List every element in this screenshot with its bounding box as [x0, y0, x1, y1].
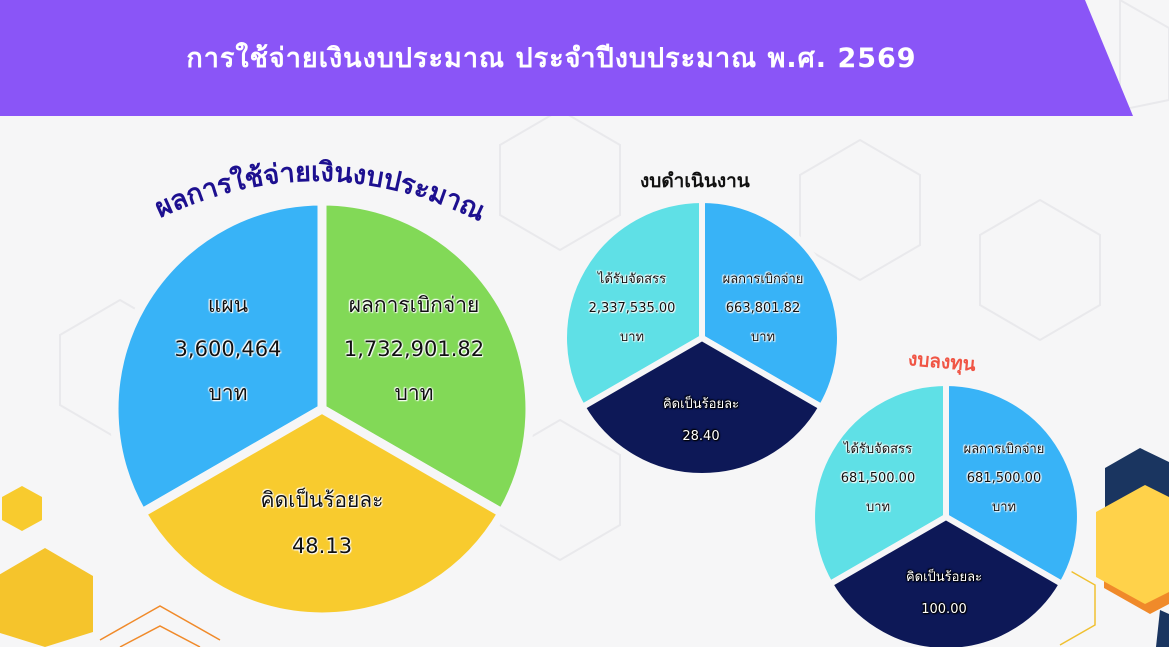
plan-label: แผน [207, 293, 249, 317]
cap-percent-label: คิดเป็นร้อยละ [905, 570, 983, 585]
cap-allocated-value: 681,500.00 [840, 471, 916, 486]
pie-slice-percent [579, 335, 825, 479]
operating-pie [561, 197, 843, 479]
cap-allocated-label-group: ได้รับจัดสรร 681,500.00 บาท [841, 435, 915, 522]
main-disbursed-label: ผลการเบิกจ่าย [348, 293, 480, 317]
cap-allocated-label: ได้รับจัดสรร [843, 442, 913, 457]
plan-label-group: แผน 3,600,464 บาท [175, 283, 282, 415]
pie-slice-percent [137, 404, 507, 622]
op-allocated-unit: บาท [619, 330, 645, 345]
cap-disbursed-label: ผลการเบิกจ่าย [963, 442, 1045, 457]
plan-value: 3,600,464 [174, 337, 282, 361]
cap-disbursed-label-group: ผลการเบิกจ่าย 681,500.00 บาท [964, 435, 1045, 522]
main-percent-label-group: คิดเป็นร้อยละ 48.13 [261, 477, 384, 569]
page-title: การใช้จ่ายเงินงบประมาณ ประจำปีงบประมาณ พ… [186, 43, 917, 74]
op-percent-value: 28.40 [682, 429, 720, 444]
capital-heading: งบลงทุน [907, 348, 977, 376]
op-percent-label-group: คิดเป็นร้อยละ 28.40 [663, 389, 739, 453]
op-disbursed-label-group: ผลการเบิกจ่าย 663,801.82 บาท [723, 265, 804, 352]
main-disbursed-unit: บาท [394, 381, 434, 405]
cap-allocated-unit: บาท [865, 500, 891, 515]
plan-unit: บาท [208, 381, 248, 405]
main-percent-value: 48.13 [291, 534, 353, 558]
cap-disbursed-value: 681,500.00 [966, 471, 1042, 486]
decor-hexagons-left [0, 486, 221, 647]
op-disbursed-label: ผลการเบิกจ่าย [722, 272, 804, 287]
main-disbursed-value: 1,732,901.82 [343, 337, 485, 361]
cap-percent-value: 100.00 [921, 602, 967, 617]
op-allocated-label-group: ได้รับจัดสรร 2,337,535.00 บาท [589, 265, 676, 352]
main-disbursed-label-group: ผลการเบิกจ่าย 1,732,901.82 บาท [344, 283, 484, 415]
op-allocated-value: 2,337,535.00 [588, 301, 676, 316]
main-percent-label: คิดเป็นร้อยละ [260, 488, 384, 512]
header-banner [0, 0, 1133, 116]
op-disbursed-value: 663,801.82 [725, 301, 801, 316]
main-pie [109, 196, 535, 622]
op-disbursed-unit: บาท [750, 330, 776, 345]
capital-pie [809, 380, 1083, 647]
decor-hexagons-right [1059, 448, 1169, 647]
cap-disbursed-unit: บาท [991, 500, 1017, 515]
cap-percent-label-group: คิดเป็นร้อยละ 100.00 [906, 562, 982, 626]
op-allocated-label: ได้รับจัดสรร [597, 272, 667, 287]
pie-slice-percent [827, 514, 1065, 647]
operating-heading: งบดำเนินงาน [640, 170, 750, 192]
op-percent-label: คิดเป็นร้อยละ [662, 397, 740, 412]
